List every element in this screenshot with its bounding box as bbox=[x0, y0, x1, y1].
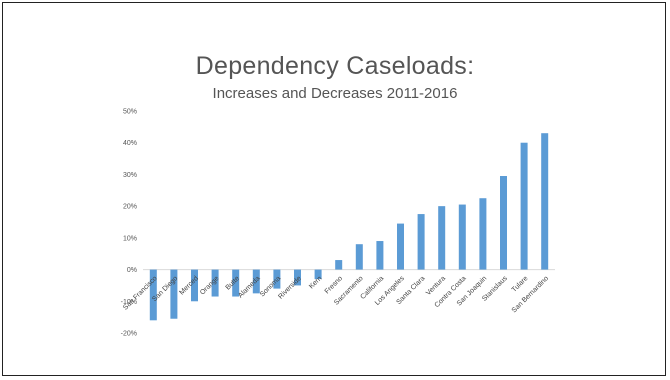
bar bbox=[170, 269, 178, 319]
bar bbox=[314, 269, 322, 280]
x-tick-label: Tulare bbox=[511, 275, 530, 294]
y-tick-label: -20% bbox=[121, 331, 137, 338]
x-tick-label: Riverside bbox=[277, 275, 303, 301]
y-tick-label: 10% bbox=[123, 235, 137, 242]
y-tick-label: -10% bbox=[121, 299, 137, 306]
bar bbox=[458, 204, 466, 270]
bar bbox=[397, 223, 404, 270]
bar bbox=[191, 269, 198, 302]
bar bbox=[500, 176, 507, 270]
y-tick-label: 40% bbox=[123, 140, 137, 147]
bar bbox=[211, 269, 219, 297]
bar bbox=[252, 269, 260, 294]
chart-subtitle: Increases and Decreases 2011-2016 bbox=[212, 85, 458, 102]
bar bbox=[417, 214, 425, 270]
x-tick-label: San Bernardino bbox=[511, 275, 550, 314]
chart-title: Dependency Caseloads: bbox=[195, 52, 475, 80]
bar bbox=[376, 241, 384, 270]
bar bbox=[149, 269, 157, 321]
bar bbox=[520, 142, 528, 270]
bar bbox=[541, 133, 549, 270]
slide-frame bbox=[2, 2, 666, 376]
y-tick-label: 0% bbox=[127, 267, 137, 274]
bar bbox=[335, 260, 343, 270]
bar bbox=[273, 269, 281, 289]
bar bbox=[355, 244, 363, 270]
bar bbox=[294, 269, 301, 286]
y-tick-label: 50% bbox=[123, 109, 137, 116]
bar bbox=[232, 269, 240, 297]
y-tick-label: 30% bbox=[123, 172, 137, 179]
bar bbox=[479, 198, 487, 270]
y-tick-label: 20% bbox=[123, 204, 137, 211]
bar bbox=[438, 206, 446, 270]
